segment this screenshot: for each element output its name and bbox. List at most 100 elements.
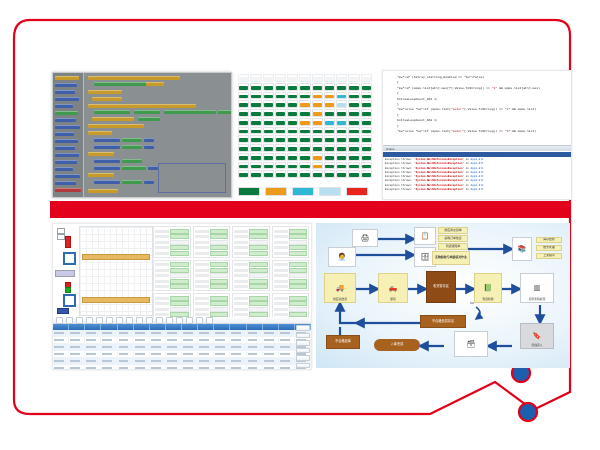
- table-row[interactable]: [53, 330, 311, 337]
- form-field-value[interactable]: [288, 262, 307, 267]
- ide-code-screenshot[interactable]: "kw">if (bstray_starting_Enabled == "kw"…: [382, 70, 572, 200]
- grid-cell[interactable]: [311, 152, 323, 161]
- grid-cell[interactable]: [238, 126, 250, 135]
- form-field-value[interactable]: [288, 312, 307, 317]
- grid-cell[interactable]: [274, 152, 287, 161]
- grid-cell[interactable]: [348, 152, 360, 161]
- toolbar-button[interactable]: [86, 316, 93, 324]
- grid-cell[interactable]: [323, 152, 336, 161]
- toolbar-button[interactable]: [106, 316, 113, 324]
- grid-cell[interactable]: [299, 109, 311, 117]
- grid-cell[interactable]: [287, 82, 299, 91]
- toolbar-button[interactable]: [96, 316, 103, 324]
- grid-cell[interactable]: [238, 109, 250, 117]
- grid-cell[interactable]: [287, 144, 299, 152]
- table-column-header[interactable]: [134, 324, 150, 330]
- grid-cell[interactable]: [299, 135, 311, 143]
- grid-cell[interactable]: [238, 161, 250, 170]
- table-row[interactable]: [53, 365, 311, 369]
- form-field-value[interactable]: [209, 295, 228, 301]
- grid-cell[interactable]: [287, 109, 299, 117]
- grid-cell[interactable]: [348, 126, 360, 135]
- blocks-palette[interactable]: [53, 73, 84, 197]
- gantt-grid[interactable]: [79, 226, 153, 316]
- toolbar-button[interactable]: [206, 316, 213, 324]
- grid-cell[interactable]: [323, 74, 336, 82]
- form-field-value[interactable]: [170, 306, 189, 312]
- flow-node-doc-review[interactable]: 📋: [414, 227, 436, 245]
- grid-cell[interactable]: [250, 100, 262, 108]
- grid-cell[interactable]: [323, 100, 336, 108]
- table-column-header[interactable]: [279, 324, 295, 330]
- grid-cell[interactable]: [360, 126, 372, 135]
- form-field-value[interactable]: [249, 306, 268, 312]
- table-toolbar[interactable]: [53, 316, 311, 324]
- grid-cell[interactable]: [250, 144, 262, 152]
- table-side-button[interactable]: [296, 325, 310, 331]
- grid-cell[interactable]: [311, 91, 323, 100]
- grid-cell[interactable]: [250, 170, 262, 178]
- table-column-header[interactable]: [182, 324, 199, 330]
- grid-cell[interactable]: [336, 74, 348, 82]
- grid-cell[interactable]: [336, 170, 348, 178]
- grid-cell[interactable]: [360, 144, 372, 152]
- grid-cell[interactable]: [323, 161, 336, 170]
- flow-node-order-system[interactable]: 🖨: [352, 229, 378, 247]
- form-field-value[interactable]: [170, 239, 189, 245]
- form-field-value[interactable]: [209, 267, 228, 273]
- grid-cell[interactable]: [299, 100, 311, 108]
- table-row[interactable]: [53, 344, 311, 351]
- form-card-grid[interactable]: [153, 226, 309, 325]
- grid-cell[interactable]: [348, 100, 360, 108]
- grid-cell[interactable]: [287, 91, 299, 100]
- grid-cell[interactable]: [262, 144, 274, 152]
- form-field-value[interactable]: [249, 262, 268, 267]
- table-column-header[interactable]: [85, 324, 102, 330]
- grid-cell[interactable]: [274, 161, 287, 170]
- form-card[interactable]: [192, 226, 230, 258]
- form-field-value[interactable]: [170, 301, 189, 306]
- grid-cell[interactable]: [360, 91, 372, 100]
- toolbar-button[interactable]: [56, 316, 63, 324]
- table-column-header[interactable]: [295, 324, 311, 330]
- form-field-value[interactable]: [209, 301, 228, 306]
- form-field-value[interactable]: [288, 239, 307, 245]
- erp-screenshot[interactable]: [52, 223, 312, 370]
- grid-cell[interactable]: [311, 74, 323, 82]
- table-column-header[interactable]: [101, 324, 118, 330]
- grid-cell[interactable]: [238, 91, 250, 100]
- flow-node-quality-check[interactable]: 📗 到货检验: [474, 273, 502, 303]
- grid-cell[interactable]: [287, 117, 299, 126]
- erp-rail-controls[interactable]: [55, 226, 77, 314]
- form-field-value[interactable]: [288, 278, 307, 284]
- form-field-value[interactable]: [209, 262, 228, 267]
- table-side-button[interactable]: [296, 347, 310, 353]
- grid-cell[interactable]: [311, 170, 323, 178]
- grid-cell[interactable]: [262, 170, 274, 178]
- table-column-header[interactable]: [230, 324, 247, 330]
- toolbar-button[interactable]: [66, 316, 73, 324]
- grid-cell[interactable]: [323, 91, 336, 100]
- grid-cell[interactable]: [323, 170, 336, 178]
- flow-node-inbound-done[interactable]: 入库完成: [374, 339, 420, 351]
- form-field-value[interactable]: [170, 228, 189, 234]
- grid-cell[interactable]: [323, 126, 336, 135]
- form-card[interactable]: [271, 259, 309, 291]
- form-card[interactable]: [153, 259, 191, 291]
- grid-cell[interactable]: [274, 126, 287, 135]
- table-side-button[interactable]: [296, 355, 310, 361]
- grid-cell[interactable]: [250, 91, 262, 100]
- grid-cell[interactable]: [311, 82, 323, 91]
- form-field-value[interactable]: [249, 234, 268, 239]
- grid-cell[interactable]: [250, 74, 262, 82]
- log-line[interactable]: Exception thrown: 'System.NullReferenceE…: [385, 158, 484, 161]
- form-field-value[interactable]: [209, 273, 228, 278]
- log-line[interactable]: Exception thrown: 'System.NullReferenceE…: [385, 179, 484, 183]
- grid-cell[interactable]: [360, 82, 372, 91]
- grid-cell[interactable]: [262, 82, 274, 91]
- grid-cell[interactable]: [262, 100, 274, 108]
- flow-node-supplier-delivery[interactable]: 🚚 供应商送货: [324, 273, 356, 303]
- form-field-value[interactable]: [249, 301, 268, 306]
- grid-cell[interactable]: [274, 109, 287, 117]
- grid-cell[interactable]: [360, 170, 372, 178]
